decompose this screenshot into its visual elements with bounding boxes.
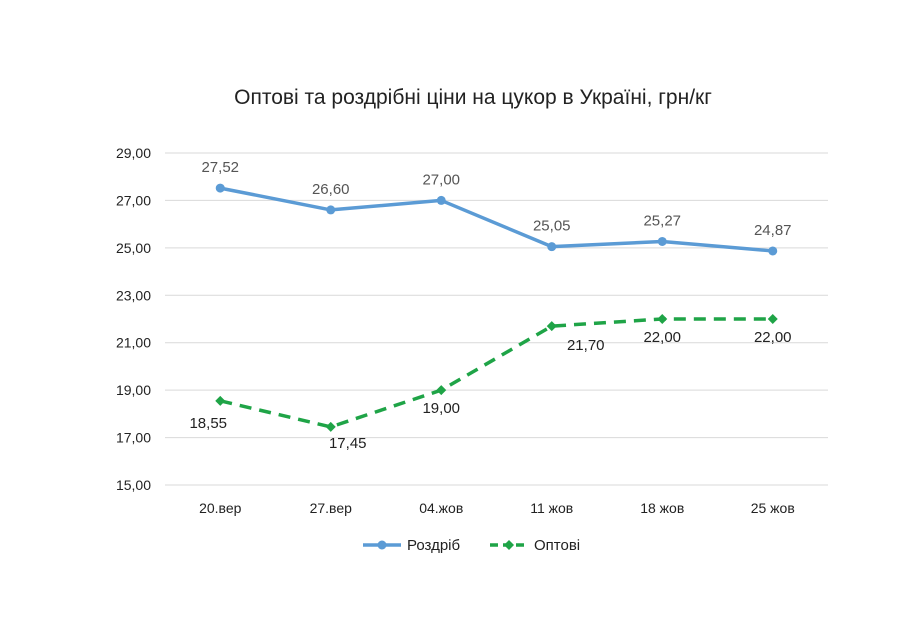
- gridlines: [165, 152, 828, 486]
- chart-title: Оптові та роздрібні ціни на цукор в Укра…: [234, 86, 712, 109]
- x-tick-label: 20.вер: [199, 500, 242, 516]
- x-tick-label: 18 жов: [640, 500, 684, 516]
- data-label-retail: 25,05: [533, 218, 571, 235]
- data-label-retail: 26,60: [312, 181, 350, 198]
- x-axis-ticks: 20.вер 27.вер 04.жов 11 жов 18 жов 25 жов: [199, 500, 795, 516]
- series-line-wholesale: [219, 317, 773, 429]
- data-label-retail: 24,87: [754, 222, 792, 239]
- y-tick-label: 19,00: [116, 382, 151, 398]
- x-tick-label: 25 жов: [751, 500, 795, 516]
- legend-label-retail: Роздріб: [407, 537, 460, 554]
- data-point-retail: [215, 183, 225, 193]
- data-point-wholesale: [325, 421, 336, 432]
- y-tick-label: 23,00: [116, 287, 151, 303]
- x-tick-label: 27.вер: [310, 500, 353, 516]
- data-point-retail: [657, 236, 667, 246]
- data-point-retail: [768, 246, 778, 256]
- y-tick-label: 29,00: [116, 145, 151, 161]
- x-tick-label: 11 жов: [530, 500, 573, 516]
- y-axis-ticks: 15,00 17,00 19,00 21,00 23,00 25,00 27,00 29,00: [116, 145, 151, 493]
- data-labels: 27,52 26,60 27,00 25,05 25,27 24,87 18,55 17,45…: [189, 159, 791, 452]
- data-point-wholesale: [436, 385, 447, 396]
- series-lines: [215, 183, 778, 432]
- y-tick-label: 25,00: [116, 240, 151, 256]
- data-point-wholesale: [215, 395, 226, 406]
- data-label-retail: 27,52: [201, 159, 239, 176]
- legend-label-wholesale: Оптові: [534, 537, 580, 554]
- x-tick-label: 04.жов: [419, 500, 463, 516]
- series-line-retail: [219, 186, 773, 253]
- data-label-retail: 27,00: [422, 171, 460, 188]
- legend: Роздріб Оптові: [363, 537, 580, 554]
- legend-marker-wholesale: [504, 540, 514, 550]
- data-point-wholesale: [657, 314, 668, 324]
- y-tick-label: 17,00: [116, 430, 151, 446]
- y-tick-label: 15,00: [116, 477, 151, 493]
- data-label-wholesale: 17,45: [329, 435, 367, 452]
- y-tick-label: 21,00: [116, 335, 151, 351]
- data-label-wholesale: 19,00: [422, 400, 460, 417]
- data-label-wholesale: 21,70: [567, 337, 605, 354]
- data-label-wholesale: 22,00: [754, 329, 792, 346]
- data-point-retail: [547, 242, 557, 252]
- data-label-wholesale: 22,00: [643, 329, 681, 346]
- data-point-wholesale: [546, 321, 557, 332]
- data-point-wholesale: [767, 314, 778, 324]
- legend-marker-retail: [377, 540, 387, 550]
- data-label-wholesale: 18,55: [189, 415, 227, 432]
- data-point-retail: [326, 205, 336, 215]
- y-tick-label: 27,00: [116, 192, 151, 208]
- data-point-retail: [436, 195, 446, 205]
- data-label-retail: 25,27: [643, 212, 681, 229]
